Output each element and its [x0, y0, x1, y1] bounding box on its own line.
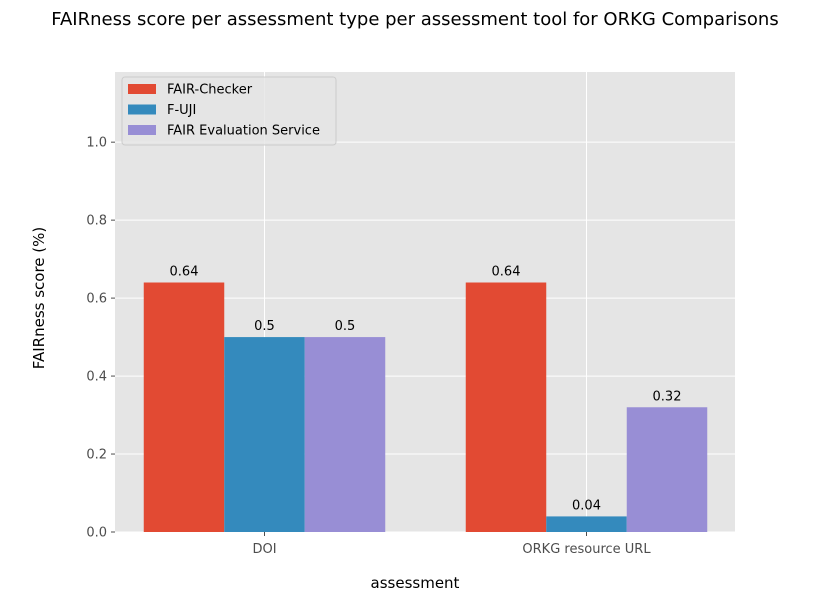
legend-swatch — [128, 125, 156, 135]
x-tick-label: ORKG resource URL — [522, 542, 651, 557]
x-tick-label: DOI — [252, 542, 276, 557]
chart-title: FAIRness score per assessment type per a… — [51, 9, 778, 30]
bar-value-label: 0.32 — [653, 389, 682, 404]
y-tick-label: 0.8 — [86, 214, 107, 229]
bar — [304, 337, 386, 532]
x-axis-label: assessment — [371, 574, 460, 592]
y-tick-label: 0.2 — [86, 448, 107, 463]
y-tick-label: 0.0 — [86, 526, 107, 541]
x-axis-ticks: DOI ORKG resource URL — [252, 532, 651, 557]
bar-value-label: 0.64 — [170, 265, 199, 280]
bar-value-label: 0.04 — [572, 498, 601, 513]
bar — [465, 282, 547, 532]
y-tick-label: 1.0 — [86, 136, 107, 151]
y-tick-label: 0.6 — [86, 292, 107, 307]
legend-entry-label: FAIR-Checker — [167, 83, 253, 98]
y-tick-label: 0.4 — [86, 370, 107, 385]
legend: FAIR-Checker F-UJI FAIR Evaluation Service — [121, 76, 337, 146]
bar-value-label: 0.5 — [254, 319, 275, 334]
y-axis-label: FAIRness score (%) — [30, 227, 48, 370]
legend-entry-label: FAIR Evaluation Service — [167, 124, 320, 139]
bar — [143, 282, 225, 532]
bar-value-label: 0.64 — [492, 265, 521, 280]
bar — [224, 337, 305, 532]
legend-entry-label: F-UJI — [167, 103, 196, 118]
data-labels: 0.64 0.5 0.5 0.64 0.04 0.32 — [170, 265, 682, 514]
y-axis-ticks: 0.0 0.2 0.4 0.6 0.8 1.0 — [86, 136, 115, 541]
legend-swatch — [128, 84, 156, 94]
legend-swatch — [128, 104, 156, 115]
bar-value-label: 0.5 — [335, 319, 356, 334]
bar — [626, 407, 708, 532]
legend-box — [121, 76, 337, 146]
bar — [546, 516, 627, 532]
bars — [143, 282, 708, 532]
